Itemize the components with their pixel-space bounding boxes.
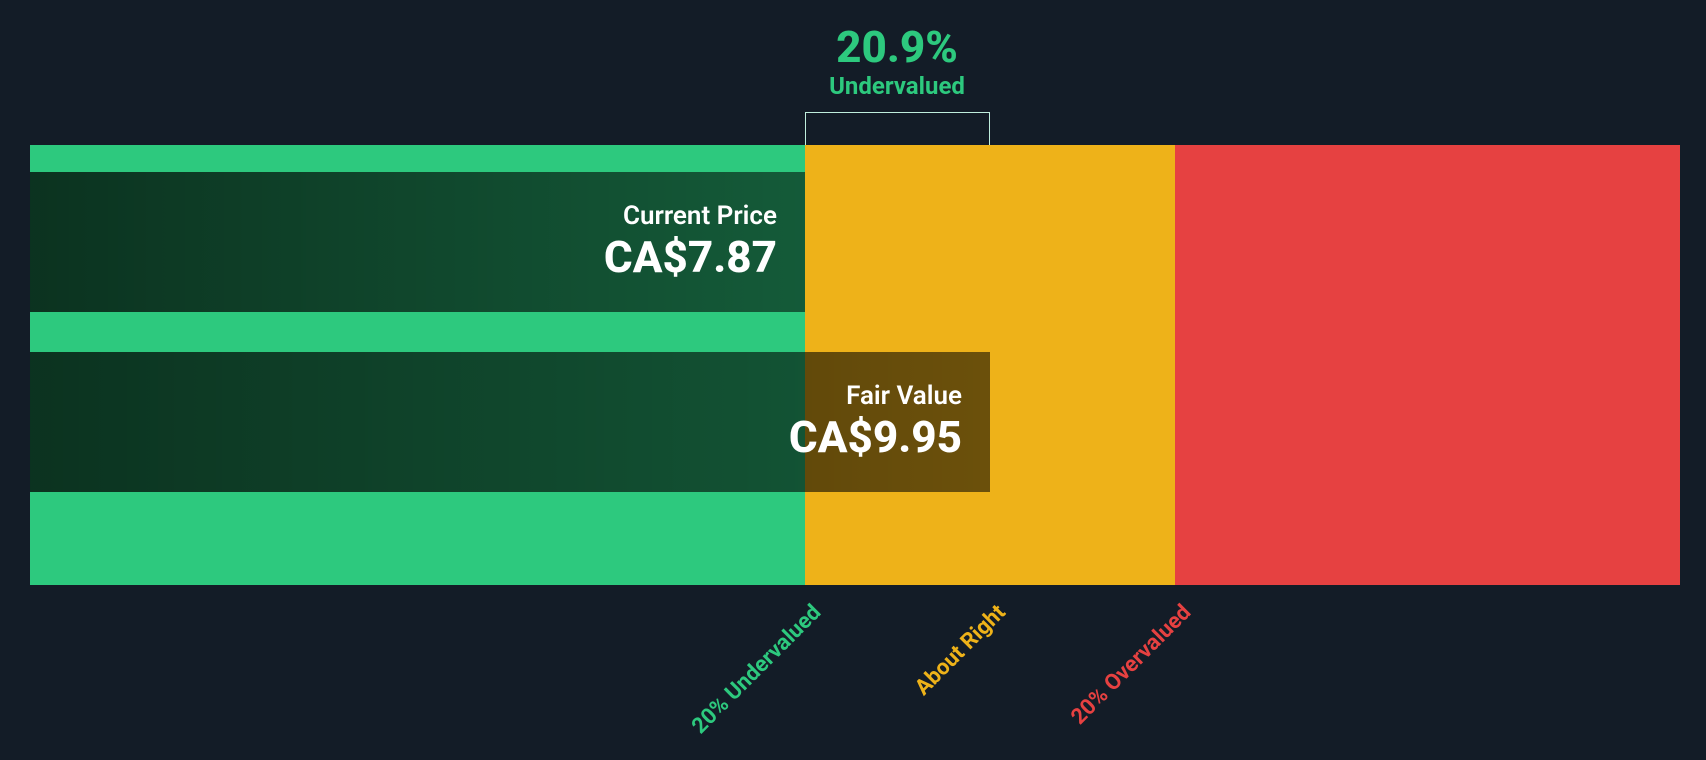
- valuation-callout: 20.9% Undervalued: [797, 24, 997, 100]
- axis-label-about-right: About Right: [910, 600, 1010, 700]
- axis-label-undervalued: 20% Undervalued: [687, 600, 826, 739]
- fair-value-label: Fair Value: [846, 381, 962, 412]
- valuation-chart: Current Price CA$7.87 Fair Value CA$9.95…: [0, 0, 1706, 760]
- zone-overvalued: [1175, 145, 1680, 585]
- axis-label-overvalued: 20% Overvalued: [1066, 600, 1196, 730]
- callout-word: Undervalued: [797, 72, 997, 100]
- callout-bracket: [805, 112, 990, 145]
- fair-value-value: CA$9.95: [789, 412, 962, 463]
- callout-percent: 20.9%: [797, 24, 997, 70]
- fair-value-bar: Fair Value CA$9.95: [30, 352, 990, 492]
- current-price-value: CA$7.87: [604, 232, 777, 283]
- current-price-bar: Current Price CA$7.87: [30, 172, 805, 312]
- current-price-label: Current Price: [623, 201, 777, 232]
